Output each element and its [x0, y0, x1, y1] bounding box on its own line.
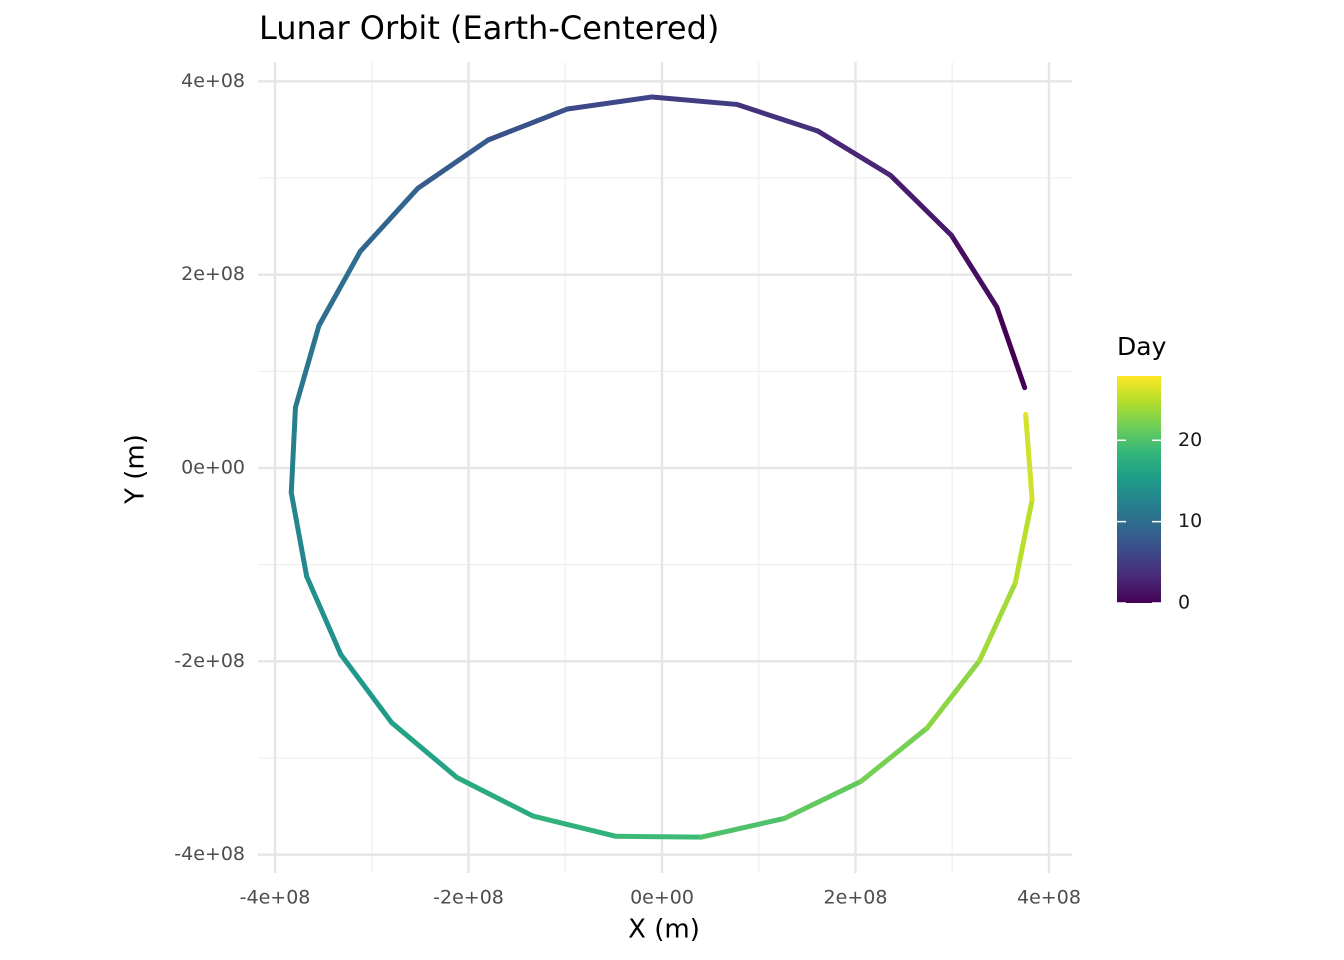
orbit-segment — [858, 725, 930, 784]
orbit-segment — [781, 778, 864, 821]
legend-label: 10 — [1178, 510, 1202, 532]
x-tick-label: 0e+00 — [630, 887, 694, 909]
orbit-segment — [304, 573, 344, 657]
x-tick-label: 2e+08 — [824, 887, 888, 909]
orbit-segment — [357, 185, 421, 254]
orbit-segment — [1012, 497, 1035, 586]
y-tick-label: -4e+08 — [174, 843, 245, 865]
x-tick-label: 4e+08 — [1017, 887, 1081, 909]
grid — [258, 62, 1072, 873]
y-tick-label: -2e+08 — [174, 650, 245, 672]
orbit-segment — [454, 774, 536, 819]
x-tick-label: -4e+08 — [240, 887, 311, 909]
legend-title: Day — [1117, 332, 1167, 361]
orbit-segment — [338, 651, 395, 726]
chart-title: Lunar Orbit (Earth-Centered) — [259, 9, 719, 47]
orbit-segment — [389, 720, 460, 780]
legend-label: 20 — [1178, 429, 1202, 451]
y-axis-title: Y (m) — [121, 434, 151, 505]
orbit-segment — [415, 137, 491, 191]
orbit-segment — [613, 833, 704, 840]
colorbar — [1117, 376, 1161, 603]
orbit-segment — [316, 248, 363, 329]
x-axis-title: X (m) — [628, 915, 700, 945]
orbit-segment — [485, 106, 570, 143]
orbit-segment — [564, 94, 655, 112]
orbit-segment — [288, 490, 310, 579]
x-tick-label: -2e+08 — [433, 887, 504, 909]
orbit-segment — [948, 232, 1000, 310]
orbit-segment — [649, 94, 740, 107]
orbit-segment — [530, 813, 619, 839]
orbit-segment — [1023, 412, 1035, 503]
orbit-segment — [977, 580, 1018, 664]
y-tick-label: 4e+08 — [181, 70, 245, 92]
orbit — [288, 94, 1035, 840]
legend-label: 0 — [1178, 592, 1190, 614]
orbit-segment — [924, 658, 983, 731]
y-tick-label: 2e+08 — [181, 263, 245, 285]
orbit-segment — [994, 304, 1028, 391]
y-tick-label: 0e+00 — [181, 456, 245, 478]
orbit-segment — [815, 128, 894, 178]
orbit-segment — [734, 101, 821, 134]
orbit-segment — [888, 172, 954, 238]
orbit-segment — [288, 404, 298, 496]
orbit-segment — [698, 815, 787, 840]
orbit-segment — [292, 323, 322, 410]
